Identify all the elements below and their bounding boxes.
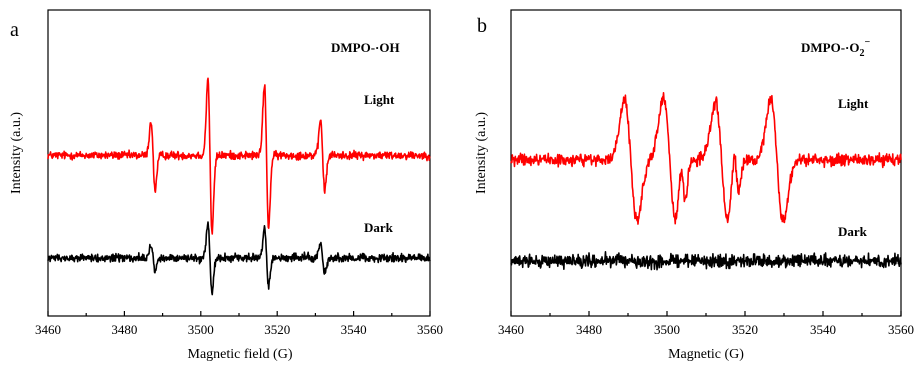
series-label-dark: Dark [838,224,868,239]
x-axis-title: Magnetic (G) [668,347,744,362]
plot-frame [47,9,431,317]
x-tick-label: 3540 [810,322,836,337]
x-tick-label: 3560 [888,322,914,337]
series-line-dark [510,250,902,271]
x-tick-label: 3500 [188,322,214,337]
x-tick-label: 3500 [654,322,680,337]
x-tick-label: 3480 [111,322,137,337]
epr-chart-a: a 3460 3480 3500 3520 3540 3560 Magnetic field … [0,0,449,372]
x-tick-label: 3520 [732,322,758,337]
x-tick-label: 3480 [576,322,602,337]
series-label-light: Light [838,96,869,111]
series-label-light: Light [364,92,395,107]
x-tick-label: 3460 [498,322,524,337]
chart-b-svg: b 3460 3480 3500 3520 3540 3560 Magnetic (G) Int… [474,9,914,362]
series-line-light [510,92,902,225]
series-line-dark [47,221,431,296]
x-tick-label: 3520 [264,322,290,337]
series-label-dark: Dark [364,220,394,235]
x-tick-label: 3540 [341,322,367,337]
spin-adduct-annotation: DMPO-·O2− [801,37,871,59]
y-axis-title: Intensity (a.u.) [474,112,489,194]
chart-a-svg: a 3460 3480 3500 3520 3540 3560 Magnetic field … [9,9,443,362]
spin-adduct-annotation: DMPO-·OH [331,40,400,55]
epr-chart-b: b 3460 3480 3500 3520 3540 3560 Magnetic (G) Int… [468,0,917,372]
x-tick-label: 3560 [417,322,443,337]
x-axis-title: Magnetic field (G) [188,347,293,362]
series-line-light [47,77,431,235]
panel-label: a [10,19,19,41]
y-axis-title: Intensity (a.u.) [9,112,24,194]
x-tick-label: 3460 [35,322,61,337]
panel-label: b [477,15,487,37]
